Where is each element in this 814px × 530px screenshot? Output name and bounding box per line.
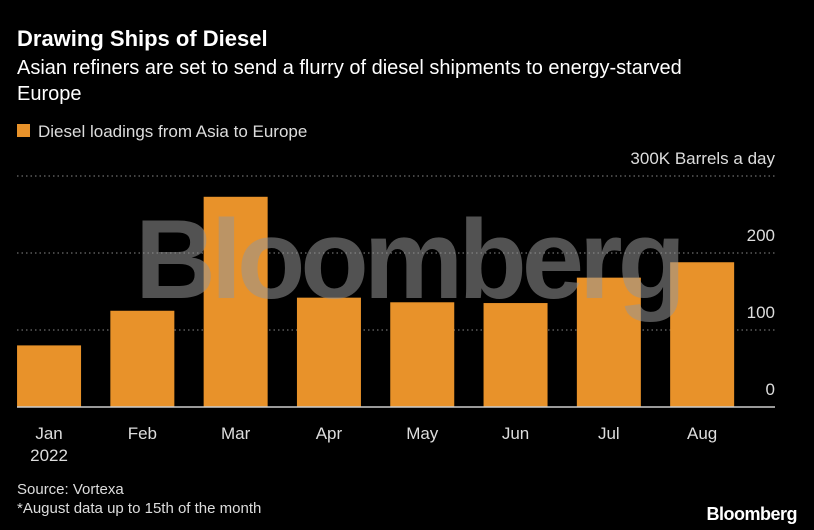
bar bbox=[296, 297, 361, 407]
bar bbox=[670, 262, 735, 407]
bar bbox=[110, 310, 175, 407]
bar bbox=[390, 302, 455, 407]
bar bbox=[576, 277, 641, 407]
x-tick-label: May bbox=[406, 424, 439, 443]
bar bbox=[17, 345, 82, 407]
y-tick-label: 100 bbox=[747, 303, 775, 322]
legend-swatch bbox=[17, 124, 30, 137]
y-tick-label: 200 bbox=[747, 226, 775, 245]
x-tick-label: Aug bbox=[687, 424, 717, 443]
x-tick-label: Mar bbox=[221, 424, 251, 443]
x-tick-label: Apr bbox=[316, 424, 343, 443]
watermark: Bloomberg bbox=[135, 197, 681, 322]
legend-label: Diesel loadings from Asia to Europe bbox=[38, 122, 307, 141]
x-tick-label: Jul bbox=[598, 424, 620, 443]
chart-title: Drawing Ships of Diesel bbox=[17, 26, 268, 51]
logo: Bloomberg bbox=[706, 504, 797, 524]
source: Source: Vortexa bbox=[17, 481, 124, 498]
y-tick-label: 0 bbox=[766, 380, 775, 399]
bar bbox=[483, 303, 548, 407]
note: *August data up to 15th of the month bbox=[17, 500, 261, 517]
bar bbox=[203, 196, 268, 407]
x-tick-label: Feb bbox=[128, 424, 157, 443]
chart-subtitle: Asian refiners are set to send a flurry … bbox=[17, 57, 682, 105]
x-tick-label: Jun bbox=[502, 424, 529, 443]
x-sublabel: 2022 bbox=[30, 446, 68, 465]
x-tick-label: Jan bbox=[35, 424, 62, 443]
y-tick-label: 300K Barrels a day bbox=[630, 149, 775, 168]
